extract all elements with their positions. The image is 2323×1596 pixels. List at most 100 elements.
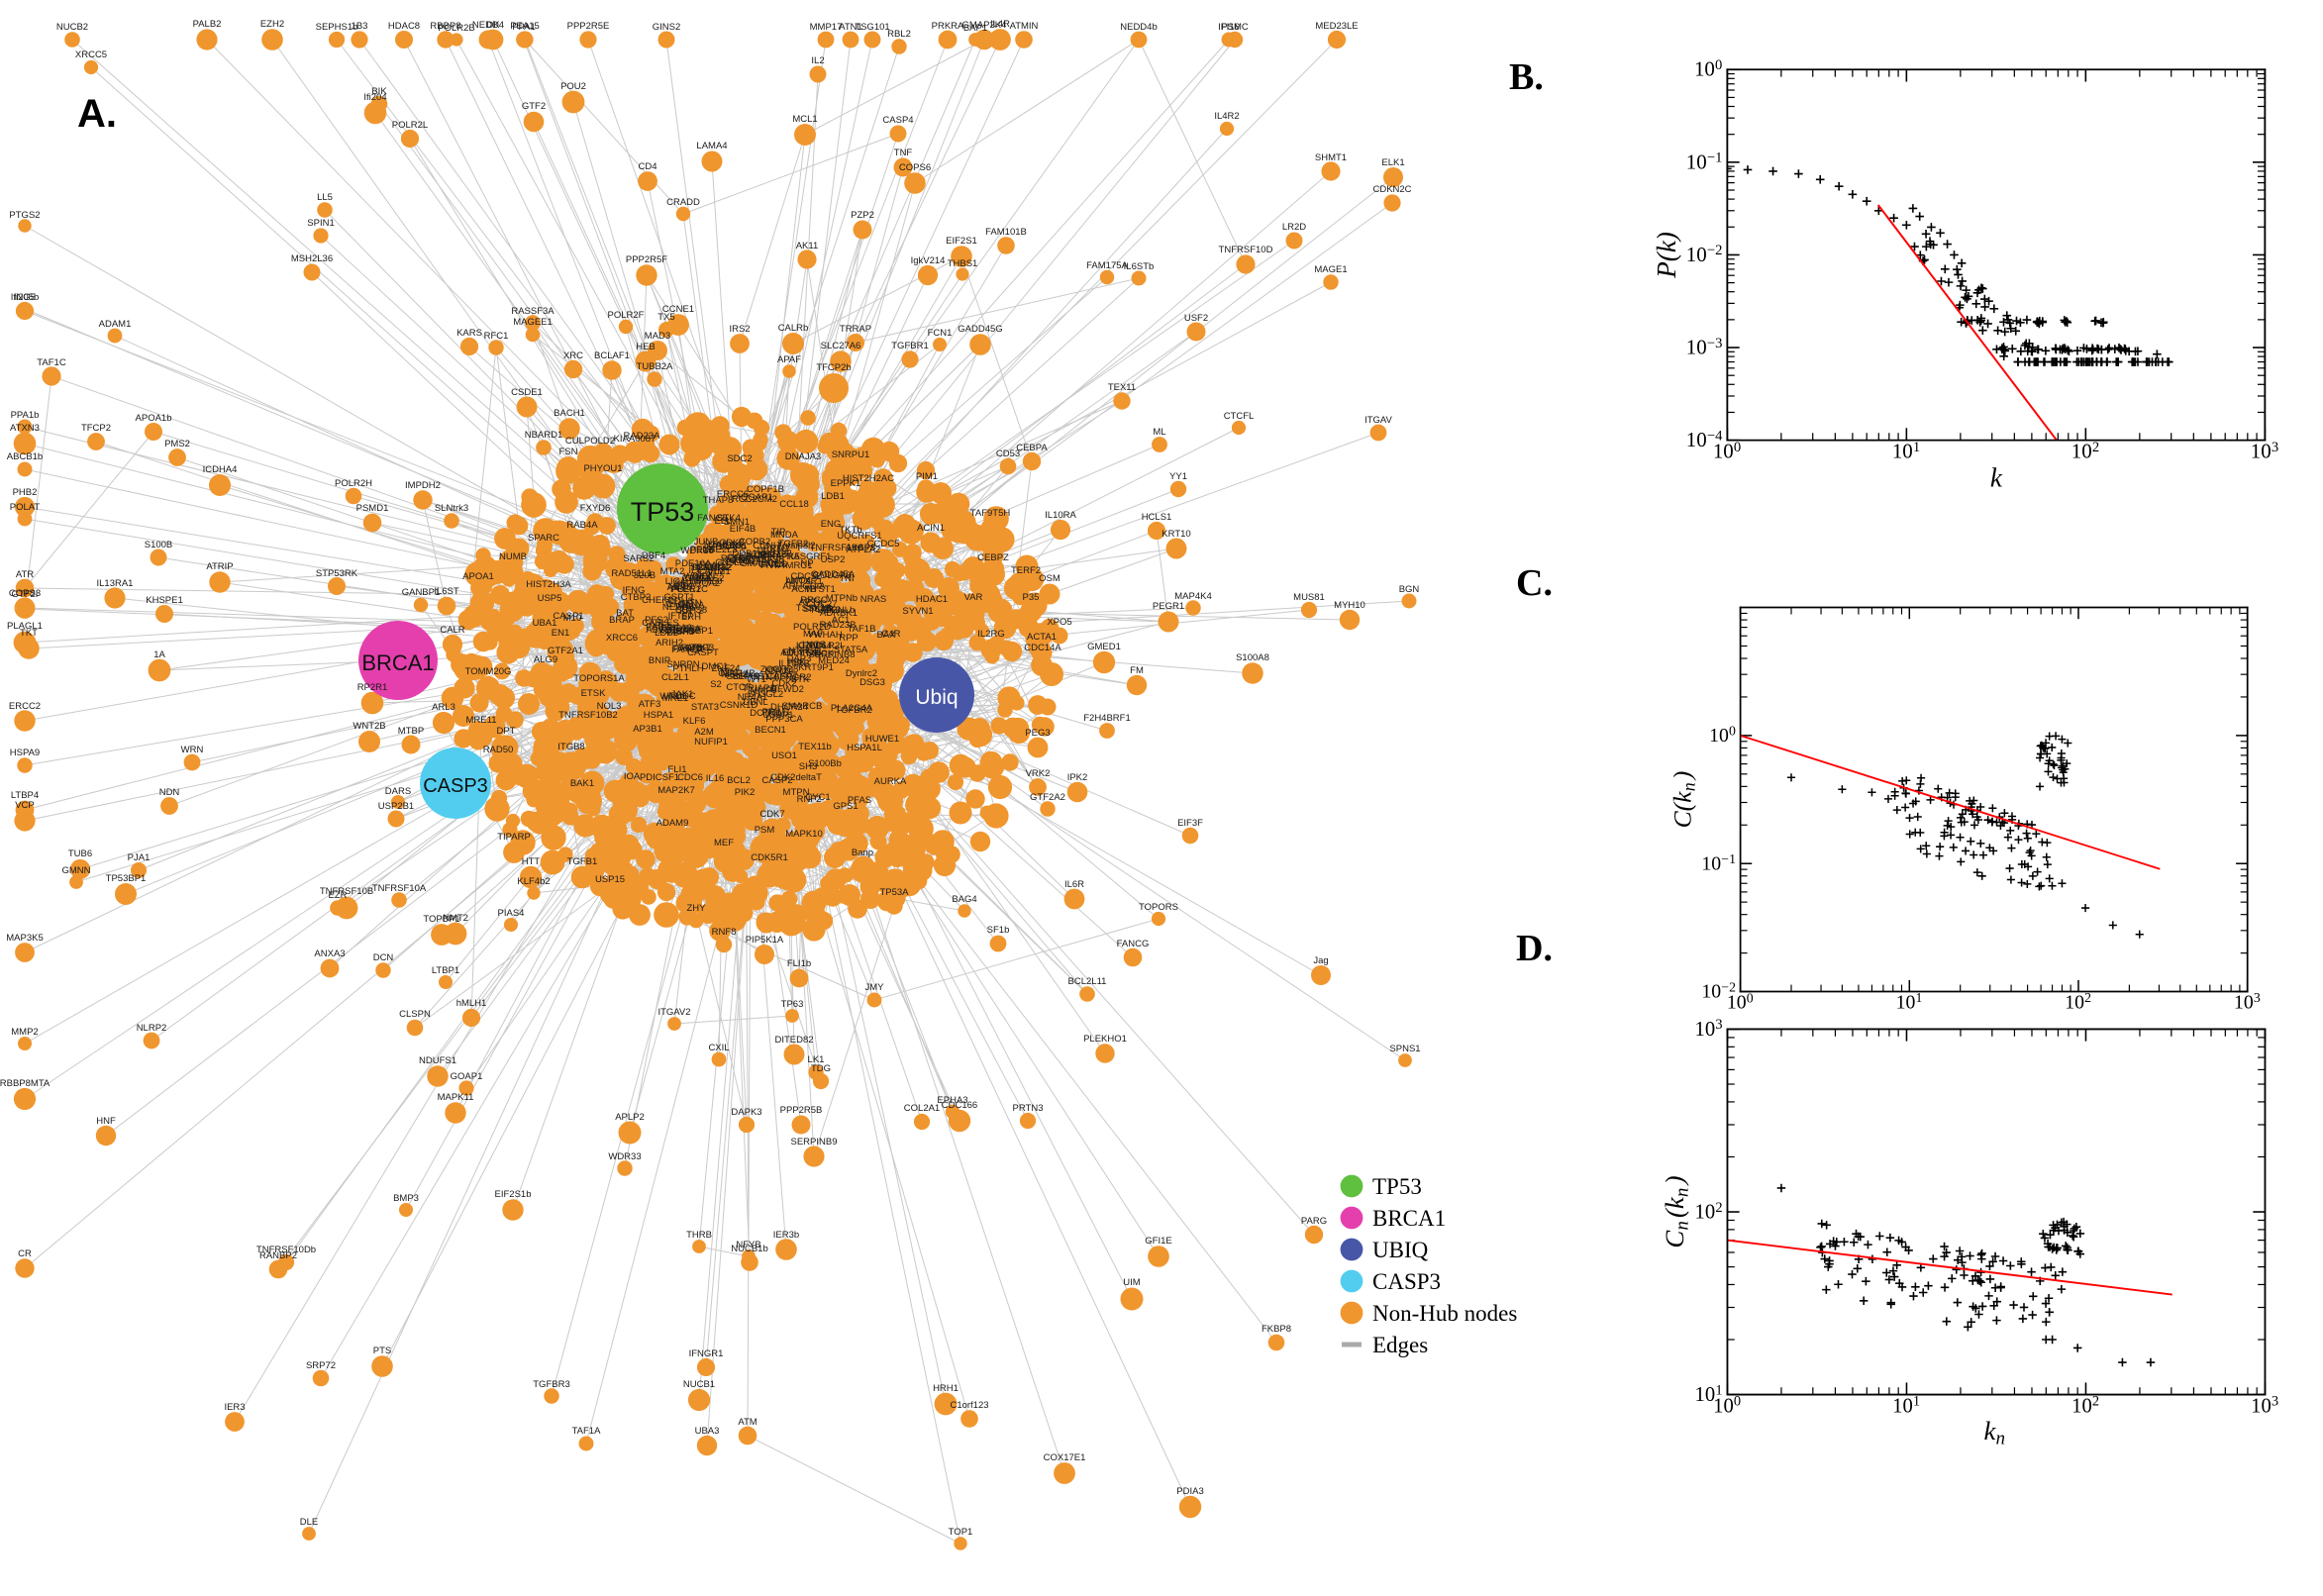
- svg-text:S2: S2: [710, 679, 722, 690]
- svg-text:TUB6: TUB6: [68, 848, 92, 859]
- svg-text:PPP2R5B: PPP2R5B: [780, 1105, 823, 1116]
- svg-text:IgkV214: IgkV214: [911, 255, 946, 266]
- svg-text:ARL3: ARL3: [432, 702, 455, 713]
- svg-text:PFS2: PFS2: [645, 615, 668, 626]
- svg-text:MMP17: MMP17: [810, 22, 843, 33]
- svg-text:HDAC1: HDAC1: [916, 594, 948, 605]
- svg-text:TRRAP: TRRAP: [840, 324, 871, 335]
- svg-text:PEA15: PEA15: [510, 21, 540, 32]
- svg-text:PJA1: PJA1: [128, 852, 151, 863]
- svg-text:IL6STb: IL6STb: [1124, 261, 1155, 272]
- svg-text:PMS2: PMS2: [164, 439, 190, 449]
- svg-text:SMARCB: SMARCB: [782, 701, 823, 712]
- svg-text:PDIA3: PDIA3: [1176, 1486, 1203, 1497]
- svg-text:VL2: VL2: [708, 566, 725, 577]
- svg-text:MAGE1: MAGE1: [1314, 264, 1347, 275]
- svg-text:BAG4: BAG4: [952, 894, 976, 905]
- svg-text:TOP1: TOP1: [949, 1527, 973, 1538]
- svg-text:BNIP: BNIP: [649, 655, 670, 666]
- svg-text:MAP4K4: MAP4K4: [1174, 591, 1212, 602]
- svg-text:TOPORS: TOPORS: [1139, 902, 1178, 913]
- svg-text:hMLH1: hMLH1: [456, 998, 487, 1009]
- svg-text:RAD23A: RAD23A: [624, 431, 661, 442]
- svg-text:MRE11: MRE11: [466, 715, 497, 726]
- svg-text:BCL2L11: BCL2L11: [1068, 976, 1107, 987]
- svg-text:ATP2A2: ATP2A2: [847, 545, 881, 555]
- svg-text:XRCC6: XRCC6: [606, 633, 638, 644]
- svg-text:CSNK1D: CSNK1D: [720, 700, 758, 711]
- svg-text:HTT: HTT: [522, 856, 541, 867]
- svg-text:OSM: OSM: [1039, 573, 1060, 584]
- svg-text:COPS6: COPS6: [899, 162, 931, 173]
- svg-text:IMPDH2: IMPDH2: [405, 480, 441, 491]
- svg-text:WT1: WT1: [747, 674, 766, 685]
- svg-text:FAM101B: FAM101B: [985, 227, 1027, 238]
- svg-text:ERCC2: ERCC2: [9, 701, 41, 712]
- svg-text:MAP3K5: MAP3K5: [6, 933, 44, 944]
- svg-text:NUCB2: NUCB2: [56, 22, 88, 33]
- svg-text:RBBP8: RBBP8: [430, 21, 460, 32]
- svg-text:PTGS2: PTGS2: [9, 210, 40, 221]
- svg-text:STAT3: STAT3: [691, 702, 719, 713]
- svg-text:USO1: USO1: [771, 750, 797, 761]
- svg-text:IL4R2: IL4R2: [1214, 111, 1239, 122]
- svg-text:CD4: CD4: [638, 161, 656, 172]
- svg-text:GTF2A2: GTF2A2: [1030, 792, 1065, 803]
- svg-text:SPARC: SPARC: [528, 533, 559, 544]
- svg-text:DLE: DLE: [300, 1517, 318, 1528]
- svg-text:IL10RA: IL10RA: [1045, 510, 1076, 521]
- svg-text:PSMC: PSMC: [1221, 22, 1249, 33]
- svg-text:DNAJA3: DNAJA3: [785, 451, 821, 462]
- svg-text:NBARD1: NBARD1: [525, 430, 563, 441]
- svg-text:IFNGR1: IFNGR1: [689, 1348, 724, 1359]
- svg-text:BRCA1: BRCA1: [361, 650, 434, 675]
- svg-text:PALB2: PALB2: [193, 19, 222, 30]
- svg-text:TEX11b: TEX11b: [798, 742, 832, 752]
- svg-text:TERF2: TERF2: [1011, 565, 1041, 576]
- svg-text:YY1: YY1: [1169, 471, 1187, 482]
- svg-text:FSN: FSN: [559, 447, 578, 457]
- svg-text:IL2: IL2: [811, 55, 824, 66]
- svg-text:CDC14A: CDC14A: [1024, 643, 1061, 653]
- svg-text:CULPOLD2: CULPOLD2: [565, 436, 615, 447]
- svg-text:P(k): P(k): [1652, 232, 1681, 279]
- svg-text:LK1: LK1: [808, 1054, 825, 1065]
- svg-text:PRKRA: PRKRA: [932, 21, 964, 32]
- svg-text:POLR2L: POLR2L: [392, 120, 428, 131]
- svg-text:PSMD1: PSMD1: [356, 503, 389, 514]
- svg-text:STK4: STK4: [717, 513, 741, 524]
- svg-text:DITED82: DITED82: [774, 1035, 813, 1046]
- svg-text:PIK2: PIK2: [735, 787, 756, 798]
- svg-text:RNF8: RNF8: [712, 927, 737, 938]
- svg-text:NDUFS1: NDUFS1: [419, 1055, 456, 1066]
- svg-text:IOA: IOA: [624, 771, 641, 782]
- svg-text:CASP1: CASP1: [553, 611, 583, 622]
- svg-text:FLI1b: FLI1b: [787, 958, 811, 969]
- svg-text:RBBP8MTA: RBBP8MTA: [0, 1078, 50, 1089]
- svg-text:WDR16: WDR16: [680, 546, 713, 556]
- svg-text:PHYOU1: PHYOU1: [583, 463, 622, 474]
- svg-text:CSDE1: CSDE1: [511, 387, 543, 398]
- svg-text:Ubiq: Ubiq: [915, 686, 958, 709]
- svg-text:320B: 320B: [634, 570, 656, 581]
- svg-text:RAD50: RAD50: [483, 745, 514, 755]
- svg-text:KHSPE1: KHSPE1: [146, 595, 183, 606]
- svg-text:UBA3: UBA3: [695, 1426, 720, 1437]
- svg-text:C1orf123: C1orf123: [950, 1400, 988, 1411]
- svg-text:MAD3: MAD3: [645, 331, 670, 342]
- svg-text:CASP3: CASP3: [1372, 1269, 1441, 1294]
- svg-text:XRC: XRC: [563, 350, 583, 361]
- svg-text:ETSK: ETSK: [581, 688, 606, 699]
- svg-text:BCL2: BCL2: [727, 775, 751, 786]
- svg-text:BGN: BGN: [1399, 584, 1420, 595]
- svg-text:MAP2K7: MAP2K7: [657, 785, 695, 796]
- svg-text:PIP5K1A: PIP5K1A: [746, 935, 784, 946]
- svg-text:1A: 1A: [153, 649, 165, 660]
- svg-text:HNF: HNF: [96, 1116, 116, 1127]
- svg-text:USF2: USF2: [1184, 313, 1208, 324]
- svg-text:DPT: DPT: [497, 726, 516, 737]
- svg-text:CLSPN: CLSPN: [399, 1009, 431, 1020]
- svg-text:ANXA3: ANXA3: [314, 948, 345, 959]
- svg-text:CASP4: CASP4: [882, 115, 913, 126]
- svg-text:ITGB8: ITGB8: [557, 742, 584, 752]
